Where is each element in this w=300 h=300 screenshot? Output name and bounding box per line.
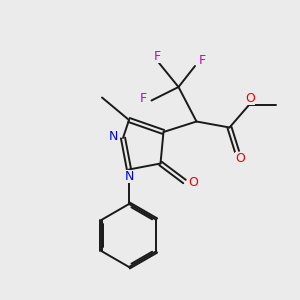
Text: N: N	[124, 169, 134, 183]
Text: O: O	[235, 152, 245, 165]
Text: N: N	[109, 130, 118, 143]
Text: O: O	[245, 92, 255, 105]
Text: F: F	[154, 50, 161, 63]
Text: F: F	[140, 92, 147, 106]
Text: O: O	[188, 176, 198, 189]
Text: F: F	[199, 54, 206, 67]
